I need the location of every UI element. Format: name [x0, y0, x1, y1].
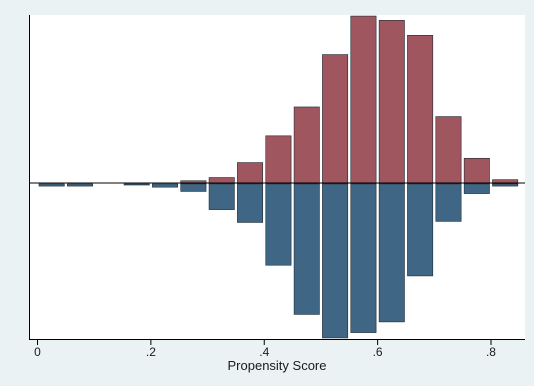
lower-bar-13 — [407, 183, 434, 277]
lower-bar-1 — [67, 183, 93, 187]
x-tick-label-3: .6 — [373, 345, 383, 359]
x-axis-title: Propensity Score — [228, 358, 327, 373]
upper-bar-15 — [463, 157, 490, 185]
upper-bar-13 — [407, 35, 434, 185]
lower-bar-9 — [293, 183, 320, 315]
upper-bar-9 — [293, 106, 320, 185]
lower-bar-7 — [237, 183, 264, 223]
lower-bar-14 — [435, 183, 462, 222]
upper-bar-11 — [350, 15, 377, 185]
lower-bar-5 — [180, 183, 207, 192]
lower-bar-0 — [38, 183, 65, 187]
lower-bar-10 — [322, 183, 349, 339]
bars-layer — [38, 15, 519, 339]
x-tick-labels: 0 .2 .4 .6 .8 — [34, 345, 496, 359]
x-tick-label-0: 0 — [34, 345, 41, 359]
x-tick-label-2: .4 — [259, 345, 269, 359]
x-tick-label-4: .8 — [486, 345, 496, 359]
upper-bar-8 — [265, 135, 292, 185]
upper-bar-10 — [322, 54, 349, 185]
lower-bar-16 — [492, 183, 519, 187]
x-tick-marks — [37, 339, 492, 345]
lower-bar-6 — [208, 183, 235, 210]
lower-bar-11 — [350, 183, 377, 333]
lower-bar-15 — [463, 183, 490, 194]
upper-bar-7 — [237, 162, 264, 185]
lower-bar-12 — [378, 183, 405, 323]
lower-bar-3 — [123, 183, 150, 186]
lower-bar-8 — [265, 183, 292, 266]
x-tick-label-1: .2 — [146, 345, 156, 359]
upper-bar-12 — [378, 20, 405, 185]
upper-bar-14 — [435, 116, 462, 185]
lower-bar-4 — [152, 183, 179, 188]
